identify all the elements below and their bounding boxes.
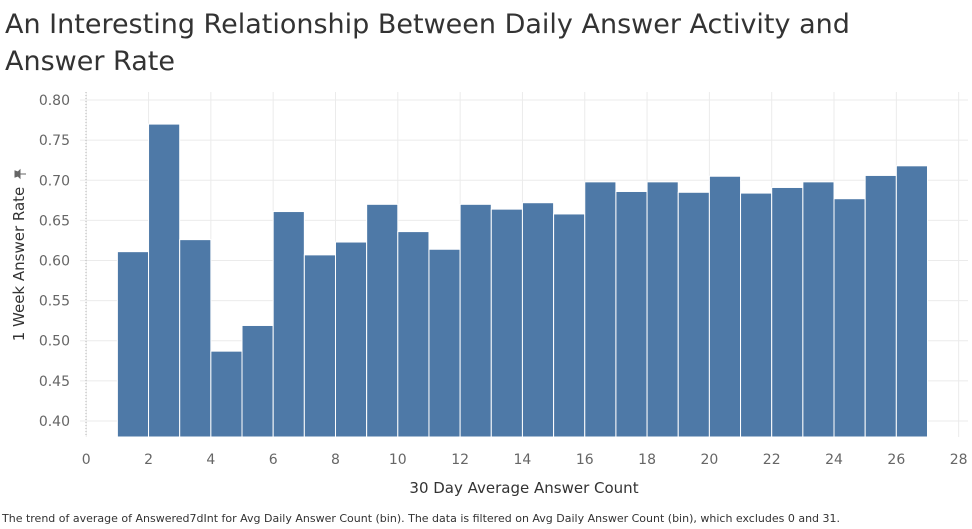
bars [116,123,928,438]
x-tick-label: 16 [576,452,594,468]
bar[interactable] [490,208,523,438]
bar[interactable] [179,239,212,438]
x-tick-label: 6 [269,452,278,468]
x-tick-label: 28 [950,452,968,468]
x-tick-label: 18 [638,452,656,468]
bar[interactable] [802,181,835,438]
bar[interactable] [646,181,679,438]
x-tick-label: 24 [825,452,843,468]
x-tick-label: 26 [887,452,905,468]
x-tick-label: 10 [389,452,407,468]
x-tick-label: 20 [700,452,718,468]
y-tick-label: 0.40 [39,414,70,430]
y-tick-label: 0.70 [39,173,70,189]
x-tick-label: 2 [144,452,153,468]
bar[interactable] [521,202,555,438]
bar[interactable] [428,248,461,438]
y-tick-label: 0.75 [39,133,70,149]
bar[interactable] [116,251,150,438]
x-tick-labels: 0 2 4 6 8 10 12 14 16 18 20 22 24 26 28 [82,452,968,468]
bar[interactable] [864,174,897,438]
bar[interactable] [334,241,368,438]
x-tick-label: 14 [514,452,532,468]
x-tick-label: 22 [763,452,781,468]
bar[interactable] [771,186,804,438]
bar[interactable] [553,213,586,438]
chart-title: An Interesting Relationship Between Dail… [5,9,850,77]
y-tick-label: 0.60 [39,253,70,269]
y-axis-title-group: 1 Week Answer Rate [10,168,28,342]
bar[interactable] [708,175,742,438]
bar[interactable] [677,191,710,438]
y-axis-title: 1 Week Answer Rate [10,187,28,342]
bar[interactable] [366,203,399,438]
bar[interactable] [148,123,181,438]
bar[interactable] [303,254,336,438]
y-tick-labels: 0.40 0.45 0.50 0.55 0.60 0.65 0.70 0.75 0.80 [39,93,70,430]
x-tick-label: 12 [451,452,469,468]
x-tick-label: 8 [331,452,340,468]
bar[interactable] [272,211,305,438]
bar[interactable] [241,324,274,438]
bar[interactable] [895,165,928,438]
y-tick-label: 0.55 [39,294,70,310]
bar[interactable] [459,203,492,438]
bar[interactable] [740,192,773,438]
x-tick-label: 4 [206,452,215,468]
x-tick-label: 0 [82,452,91,468]
y-tick-label: 0.80 [39,93,70,109]
x-axis-title: 30 Day Average Answer Count [409,479,638,497]
bar[interactable] [210,350,243,438]
y-tick-label: 0.45 [39,374,70,390]
chart-caption: The trend of average of Answered7dInt fo… [2,512,841,525]
bar[interactable] [615,190,648,438]
bar[interactable] [833,198,866,438]
bar[interactable] [584,181,617,438]
y-tick-label: 0.65 [39,213,70,229]
pin-icon[interactable] [14,168,26,180]
y-tick-label: 0.50 [39,334,70,350]
bar[interactable] [397,231,430,438]
